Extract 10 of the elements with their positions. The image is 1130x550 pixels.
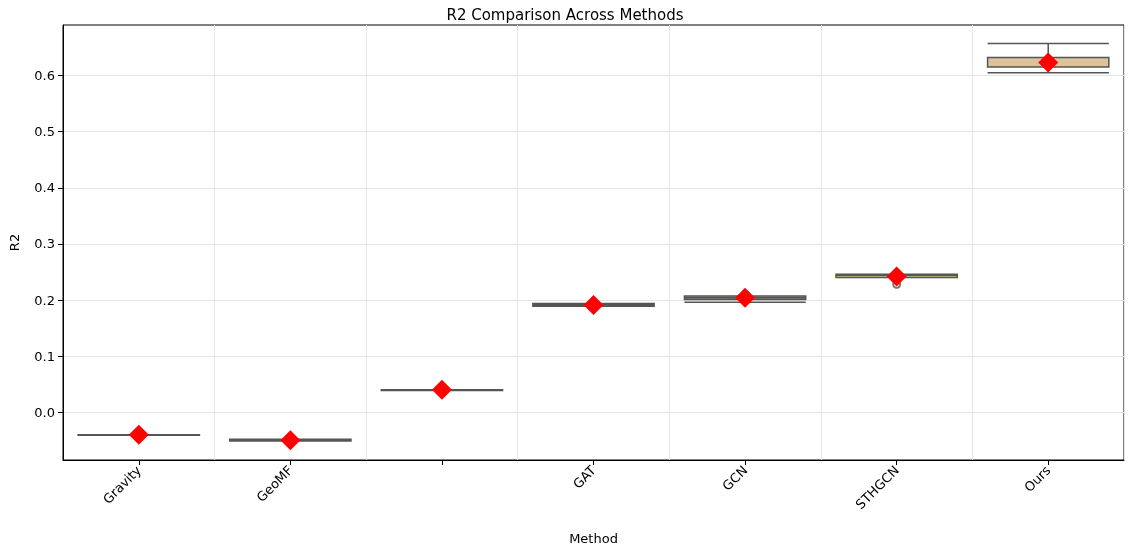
y-tick-label: 0.1: [34, 348, 55, 364]
y-tick-label: 0.4: [34, 180, 55, 196]
y-tick-label: 0.5: [34, 124, 55, 140]
x-axis-title: Method: [569, 531, 618, 546]
y-axis-title: R2: [7, 233, 22, 252]
chart-title: R2 Comparison Across Methods: [446, 5, 684, 24]
y-tick-label: 0.2: [34, 292, 55, 308]
y-tick-label: 0.0: [34, 404, 55, 420]
y-tick-label: 0.6: [34, 68, 55, 84]
y-tick-label: 0.3: [34, 236, 55, 252]
